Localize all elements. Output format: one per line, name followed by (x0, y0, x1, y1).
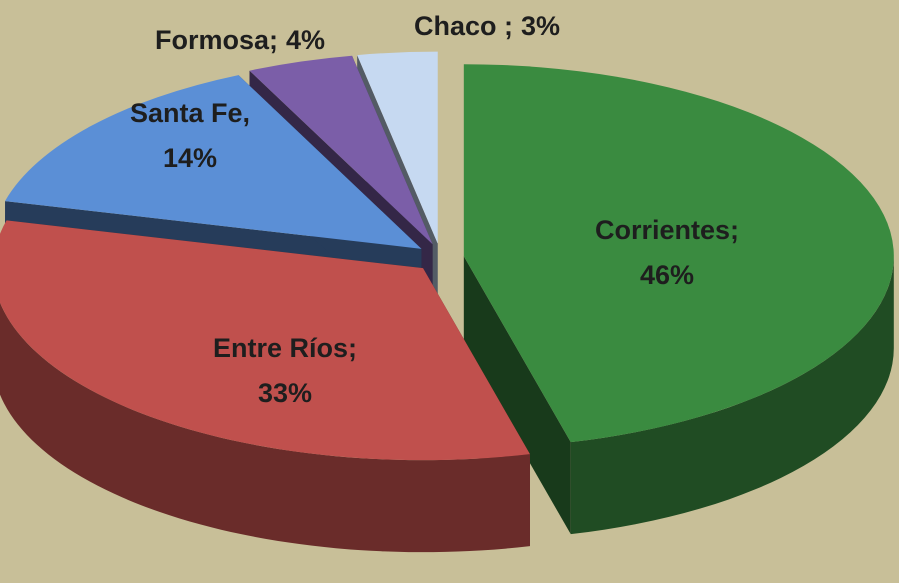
pie-slice (0, 220, 530, 461)
slice-label: Corrientes; (595, 215, 739, 245)
pie-slice (463, 64, 894, 443)
slice-name: Chaco ; (414, 11, 513, 41)
pie-slice (5, 75, 422, 249)
pie-slice (357, 51, 438, 244)
slice-label: Santa Fe, (130, 98, 250, 128)
pie-slice (249, 55, 433, 245)
slice-value-label: 14% (163, 143, 217, 173)
slice-value-label: 3% (521, 11, 560, 41)
slice-label: Chaco ; 3% (414, 11, 560, 41)
slice-label: Formosa; 4% (155, 25, 325, 55)
slice-value-label: 33% (258, 378, 312, 408)
slice-name: Formosa; (155, 25, 278, 55)
slice-label: Entre Ríos; (213, 333, 357, 363)
slice-side (570, 256, 894, 535)
slice-cut-face (463, 256, 571, 535)
slice-value-label: 4% (286, 25, 325, 55)
slice-value-label: 46% (640, 260, 694, 290)
slice-side (0, 302, 530, 553)
